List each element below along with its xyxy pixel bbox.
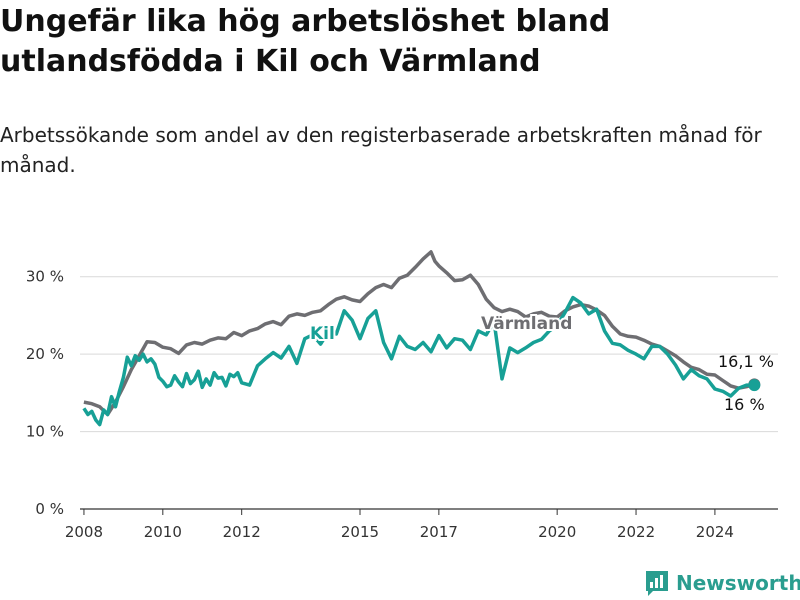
- y-tick-label: 20 %: [26, 345, 64, 363]
- grid-layer: [80, 276, 778, 515]
- y-tick-labels: 0 % 10 % 20 % 30 %: [26, 268, 64, 518]
- x-tick-label: 2008: [65, 523, 103, 541]
- x-tick-label: 2022: [617, 523, 655, 541]
- x-tick-labels: 2008 2010 2012 2015 2017 2020 2022 2024: [65, 523, 734, 541]
- series-line-kil: [82, 295, 755, 427]
- chart-subtitle: Arbetssökande som andel av den registerb…: [0, 123, 762, 177]
- y-tick-label: 0 %: [35, 500, 64, 518]
- x-tick-label: 2015: [341, 523, 379, 541]
- end-label-kil: 16 %: [724, 395, 765, 414]
- newsworthy-logo-icon: [646, 571, 668, 596]
- x-tick-label: 2024: [696, 523, 734, 541]
- brand-name: Newsworthy: [676, 571, 800, 595]
- series-label-kil: Kil: [310, 324, 335, 344]
- y-tick-label: 10 %: [26, 423, 64, 441]
- end-label-varmland: 16,1 %: [718, 352, 774, 371]
- chart-title: Ungefär lika hög arbetslöshet bland utla…: [0, 4, 611, 79]
- series-label-varmland: Värmland: [481, 314, 572, 334]
- y-tick-label: 30 %: [26, 268, 64, 286]
- x-tick-label: 2010: [144, 523, 182, 541]
- x-tick-label: 2012: [223, 523, 261, 541]
- end-point-kil: [748, 379, 761, 392]
- series-line-varmland: [83, 250, 755, 417]
- x-tick-label: 2020: [538, 523, 576, 541]
- newsworthy-logo: Newsworthy: [644, 568, 800, 598]
- x-tick-label: 2017: [420, 523, 458, 541]
